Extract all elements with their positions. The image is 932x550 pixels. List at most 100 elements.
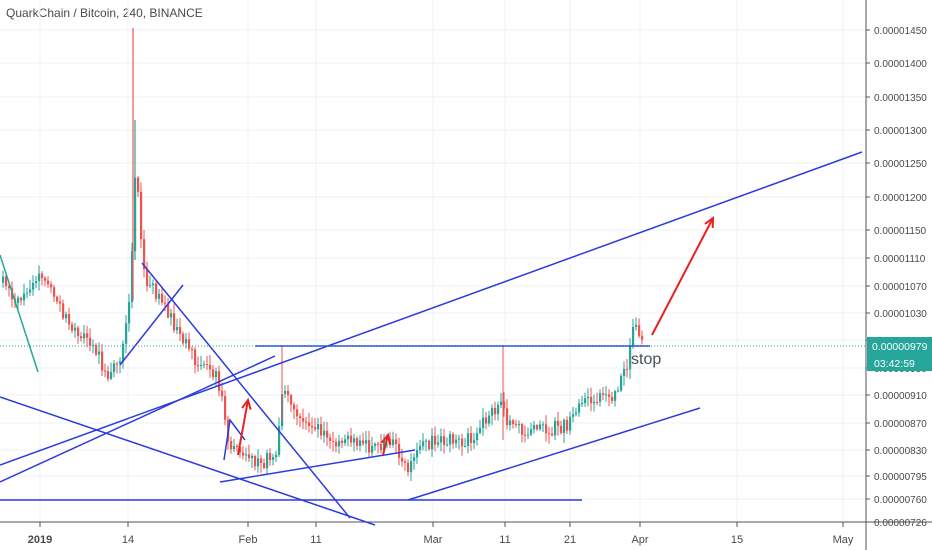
candle-body [617,390,620,392]
candle-body [179,327,182,334]
candle-body [488,415,491,424]
y-tick-label: 0.00000830 [874,446,927,457]
candle-body [461,438,464,447]
triangle-pattern [223,418,246,461]
candle-body [146,269,149,287]
candle-body [317,424,320,430]
arrow-head [241,397,252,410]
x-tick-label: 21 [564,534,576,546]
candle-body [629,345,632,370]
candle-body [245,454,248,456]
candle-body [239,447,242,453]
y-tick-label: 0.00001110 [874,254,926,265]
candle-body [413,457,416,462]
y-tick-label: 0.00001300 [874,126,927,137]
candle-body [479,427,482,434]
candle-body [41,273,44,279]
candle-body [329,437,332,441]
candle-body [332,440,335,442]
candle-body [470,433,473,443]
candle-body [605,394,608,396]
candle-body [383,439,386,451]
candle-body [482,417,485,428]
candle-body [425,440,428,442]
candle-body [374,443,377,446]
candle-body [353,438,356,443]
candle-body [254,455,257,467]
candle-body [209,365,212,370]
candle-body [221,390,224,397]
candle-body [422,441,425,447]
candle-body [38,273,41,282]
candle-body [113,363,116,372]
countdown-label: 03:42:59 [874,358,915,370]
candle-body [419,446,422,451]
y-tick-label: 0.00001450 [874,26,927,37]
candle-body [86,333,89,338]
x-tick-label: 11 [310,534,321,546]
candle-body [563,419,566,433]
candle-body [203,364,206,366]
candle-body [401,457,404,462]
candle-body [362,440,365,444]
candle-body [119,361,122,364]
candle-body [272,457,275,461]
candle-body [338,440,341,447]
candle-body [50,284,53,288]
candle-body [443,436,446,445]
candle-body [536,425,539,430]
candle-body [287,391,290,396]
candle-body [20,297,23,301]
trendline [0,396,376,526]
chart-title: QuarkChain / Bitcoin, 240, BINANCE [6,6,203,20]
candle-body [587,396,590,399]
x-tick-label: May [833,534,854,546]
candle-body [599,393,602,402]
candle-body [92,344,95,346]
candle-body [620,376,623,391]
candle-body [200,364,203,366]
candle-body [431,435,434,450]
candle-body [485,417,488,424]
candle-body [83,333,86,339]
candle-body [551,433,554,436]
trendline [219,449,416,483]
candle-body [176,327,179,331]
arrow-line [382,434,389,456]
candle-body [26,292,29,294]
candle-body [500,401,503,405]
candle-body [452,434,455,444]
candle-body [350,435,353,443]
candle-body [137,177,140,192]
y-tick-label: 0.00001070 [874,282,927,293]
candle-body [497,404,500,415]
candle-body [269,453,272,461]
candle-body [290,395,293,405]
candle-body [143,239,146,270]
candle-body [302,418,305,422]
candle-body [407,462,410,473]
y-tick-label: 0.00000726 [874,518,927,529]
candle-body [521,424,524,435]
candle-body [509,420,512,426]
candle-body [215,371,218,378]
x-tick-label: Feb [239,534,258,546]
candle-body [170,313,173,318]
candle-body [125,323,128,344]
candle-body [491,407,494,416]
x-tick-label: Apr [631,534,648,546]
candle-body [182,333,185,344]
candle-body [545,424,548,434]
candle-body [278,426,281,455]
arrow-head [704,215,715,229]
candle-body [440,436,443,443]
candle-body [131,251,134,303]
current-price-badge [867,337,932,355]
current-price-label: 0.00000979 [872,341,928,353]
candle-body [518,424,521,426]
candle-body [47,280,50,285]
candle-body [554,420,557,436]
x-tick-label: 11 [499,534,510,546]
